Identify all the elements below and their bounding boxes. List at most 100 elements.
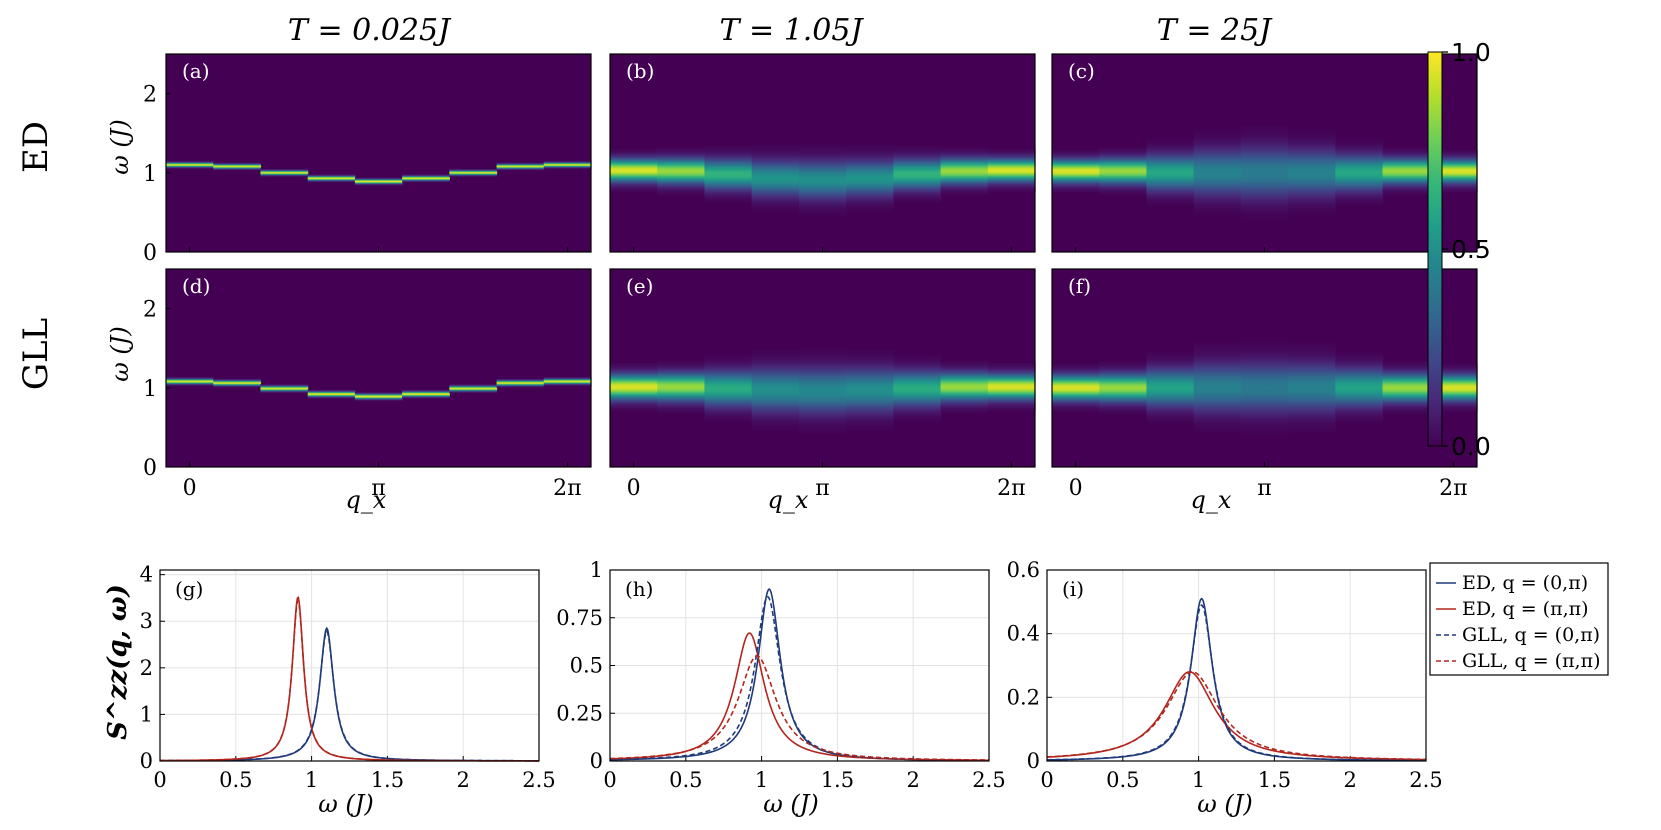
heatmap-column — [166, 376, 214, 387]
x-tick-label: π — [371, 476, 385, 501]
x-tick-label: 2 — [1344, 768, 1357, 792]
heatmap-column — [751, 145, 800, 212]
series-line-dashed — [1046, 671, 1427, 761]
colorbar: 1.0 0.5 0.0 — [1427, 38, 1491, 461]
x-tick-label: 0.5 — [219, 768, 252, 792]
x-tick-label: 0.5 — [1106, 768, 1139, 792]
x-tick-label: 2π — [553, 476, 581, 501]
heatmap-xlabel-2: q_x — [768, 486, 809, 514]
series-line-dashed — [160, 629, 540, 762]
heatmap-panel: (c) — [1051, 53, 1478, 253]
x-tick-label: 2.5 — [1409, 768, 1442, 792]
heatmap-column — [657, 147, 706, 195]
heatmap-background — [166, 54, 591, 252]
heatmap-panel: (a) 0 1 2 — [143, 53, 592, 266]
heatmap-column — [610, 363, 658, 411]
panel-label: (a) — [182, 59, 210, 83]
heatmap-column — [1382, 147, 1431, 195]
heatmap-column — [940, 147, 989, 195]
heatmap-xlabel-1: q_x — [346, 486, 387, 514]
y-tick-label: 0.4 — [1007, 622, 1040, 646]
heatmap-column — [657, 360, 706, 414]
panel-label: (i) — [1062, 577, 1084, 601]
line-panels: 0 0.5 1 1.5 2 2.5 0 1 2 3 4 (g) 0 0.5 1 1.5 2 2.5 0 0.25 0.5… — [140, 558, 1443, 792]
plot-area — [1047, 570, 1426, 761]
legend-label-ed-qpipi: ED, q = (π,π) — [1462, 598, 1589, 620]
y-tick-label: 2 — [143, 298, 157, 323]
y-tick-label: 0 — [143, 241, 157, 266]
heatmap-panel: (d) 0 π 2π 0 1 2 — [143, 268, 592, 501]
heatmap-xlabel-3: q_x — [1191, 486, 1232, 514]
heatmap-column — [449, 168, 498, 178]
heatmap-column — [987, 149, 1036, 192]
colorbar-tick-label: 0.0 — [1451, 432, 1491, 461]
heatmap-column — [940, 360, 989, 414]
row-label-ed: ED — [16, 121, 56, 173]
x-tick-label: 0 — [603, 768, 616, 792]
heatmap-panel: (f) 0 π 2π — [1051, 268, 1478, 501]
heatmap-column — [798, 144, 847, 216]
heatmap-column — [496, 162, 545, 171]
heatmap-panel: (b) — [609, 53, 1036, 253]
heatmap-column — [260, 168, 309, 178]
panel-label: (g) — [175, 577, 203, 601]
x-tick-label: 1.5 — [1258, 768, 1291, 792]
row-label-gll: GLL — [16, 318, 56, 390]
legend-label-gll-qpipi: GLL, q = (π,π) — [1462, 650, 1601, 672]
heatmap-column — [846, 145, 894, 212]
x-tick-label: 0 — [1069, 476, 1083, 501]
y-tick-label: 0 — [590, 749, 603, 773]
heatmap-column — [307, 174, 356, 183]
panel-label: (e) — [626, 274, 653, 298]
y-tick-label: 4 — [140, 563, 153, 587]
heatmap-column — [1335, 352, 1384, 424]
line-xlabel-1: ω (J) — [318, 790, 374, 818]
x-tick-label: 2π — [997, 476, 1025, 501]
x-tick-label: 1 — [755, 768, 768, 792]
plot-frame — [159, 569, 540, 762]
plot-frame — [609, 569, 990, 762]
x-tick-label: 0.5 — [669, 768, 702, 792]
line-panel: 0 0.5 1 1.5 2 2.5 0 0.25 0.5 0.75 1 (h) — [556, 558, 1005, 792]
series-line-dashed — [1046, 604, 1427, 762]
y-tick-label: 1 — [143, 377, 157, 402]
x-tick-label: 2π — [1439, 476, 1467, 501]
heatmap-column — [846, 349, 894, 431]
heatmap-column — [260, 383, 309, 394]
series-line-dashed — [609, 655, 990, 761]
line-panel: 0 0.5 1 1.5 2 2.5 0 1 2 3 4 (g) — [140, 563, 556, 792]
heatmap-ylabel-bottom: ω (J) — [106, 326, 134, 382]
x-tick-label: 1.5 — [821, 768, 854, 792]
y-tick-label: 0 — [140, 749, 153, 773]
colorbar-tick-label: 1.0 — [1451, 38, 1491, 67]
heatmap-column — [449, 383, 498, 394]
panel-label: (h) — [625, 577, 654, 601]
y-tick-label: 2 — [143, 83, 157, 108]
y-tick-label: 0.75 — [556, 606, 603, 630]
x-tick-label: 0 — [1040, 768, 1053, 792]
line-ylabel: S^zz(q, ω) — [103, 584, 133, 740]
heatmap-column — [704, 145, 753, 203]
column-title-2: T = 1.05J — [719, 13, 864, 48]
heatmap-column — [354, 177, 403, 186]
x-tick-label: 2 — [457, 768, 470, 792]
x-tick-label: 0 — [627, 476, 641, 501]
heatmap-column — [798, 348, 847, 434]
x-tick-label: 1.5 — [371, 768, 404, 792]
heatmap-column — [166, 160, 214, 170]
heatmap-column — [1052, 149, 1100, 193]
column-title-3: T = 25J — [1157, 13, 1273, 48]
y-tick-label: 1 — [140, 702, 153, 726]
y-tick-label: 0.5 — [570, 654, 603, 678]
heatmap-column — [893, 355, 942, 422]
heatmap-column — [987, 363, 1036, 411]
heatmap-column — [751, 349, 800, 431]
heatmap-column — [1052, 364, 1100, 412]
y-tick-label: 0 — [143, 456, 157, 481]
heatmap-column — [893, 145, 942, 203]
line-panel: 0 0.5 1 1.5 2 2.5 0 0.2 0.4 0.6 (i) — [1007, 558, 1443, 792]
panel-label: (c) — [1068, 59, 1095, 83]
plot-frame — [1046, 569, 1427, 762]
x-tick-label: π — [815, 476, 829, 501]
heatmap-column — [704, 355, 753, 422]
